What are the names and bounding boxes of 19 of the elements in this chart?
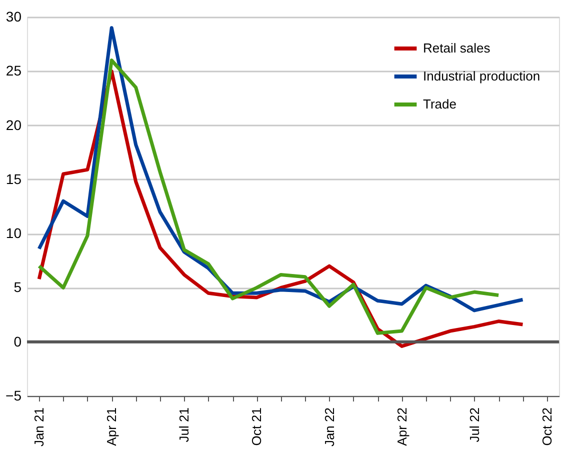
x-tick-label: Jul 22 [466,408,482,442]
x-tick-label: Jan 21 [32,408,47,447]
legend-label: Trade [423,96,456,112]
x-tick-label: Apr 21 [104,408,120,446]
y-tick-label: 25 [6,62,22,79]
x-tick-label: Oct 21 [249,408,264,446]
legend-label: Retail sales [423,40,491,56]
x-tick-label: Oct 22 [539,408,554,446]
x-tick-label: Jul 21 [176,408,192,442]
legend-label: Industrial production [423,68,540,84]
y-tick-label: 10 [6,225,22,242]
y-tick-label: 20 [6,116,22,133]
y-tick-label: 5 [14,279,22,296]
y-tick-label: 0 [14,333,22,350]
x-tick-label: Jan 22 [322,408,337,447]
y-tick-label: −5 [6,388,22,404]
y-tick-label: 15 [6,170,22,187]
y-tick-label: 30 [6,8,22,24]
x-tick-label: Apr 22 [394,408,410,446]
